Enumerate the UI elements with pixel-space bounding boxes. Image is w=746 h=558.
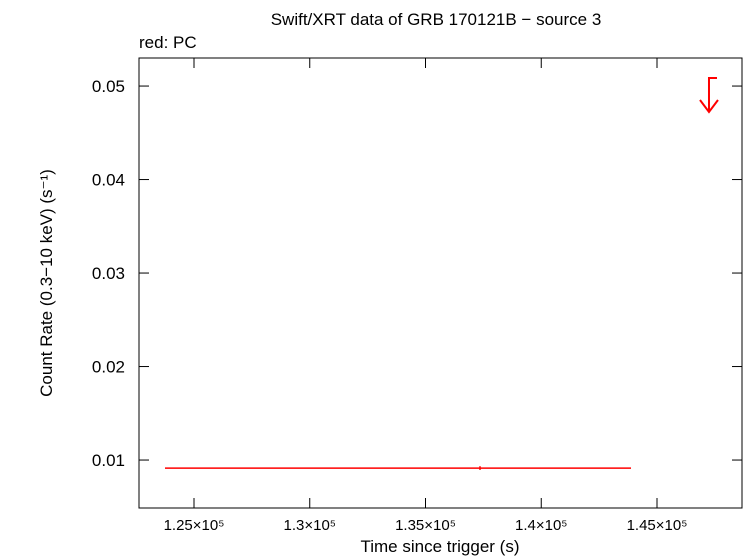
x-axis-label: Time since trigger (s) [360,537,519,556]
chart-subtitle: red: PC [139,33,197,52]
y-axis-label: Count Rate (0.3−10 keV) (s⁻¹) [37,169,56,397]
x-tick-label: 1.3×10⁵ [283,517,336,534]
plot-frame [138,57,743,509]
upper-limit [699,77,719,114]
y-tick-label: 0.02 [92,358,125,377]
x-tick-label: 1.4×10⁵ [515,517,568,534]
y-tick-label: 0.05 [92,77,125,96]
x-tick-label: 1.35×10⁵ [395,517,456,534]
y-tick-label: 0.03 [92,264,125,283]
y-tick-label: 0.01 [92,451,125,470]
chart-title: Swift/XRT data of GRB 170121B − source 3 [271,10,602,29]
x-tick-label: 1.25×10⁵ [164,517,225,534]
y-tick-label: 0.04 [92,171,125,190]
x-tick-label: 1.45×10⁵ [627,517,688,534]
